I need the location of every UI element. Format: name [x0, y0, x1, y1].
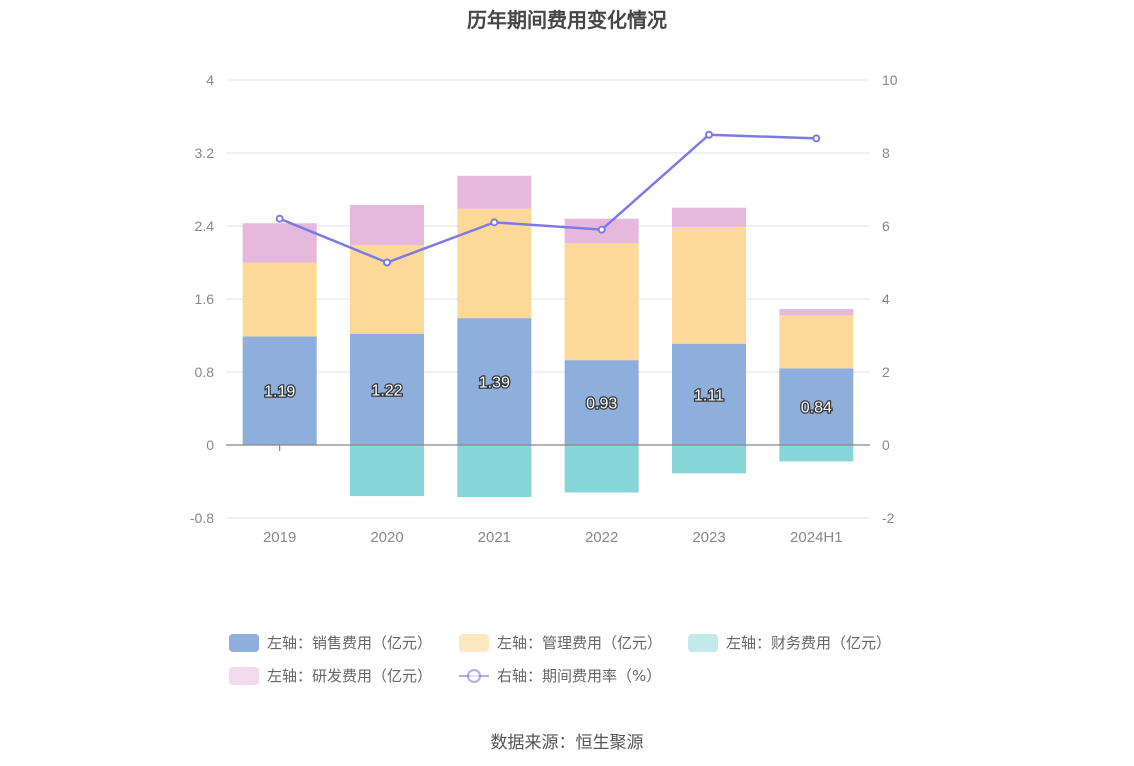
x-tick-label: 2020	[370, 529, 403, 546]
legend-rnd[interactable]: 左轴：研发费用（亿元）	[229, 665, 432, 686]
bar-finance	[564, 445, 639, 493]
left-tick-label: 0.8	[195, 364, 215, 380]
legend-finance[interactable]: 左轴：财务费用（亿元）	[688, 632, 891, 653]
sales-data-label: 1.19	[264, 384, 295, 401]
rate-point	[383, 258, 391, 267]
x-tick-label: 2019	[263, 529, 296, 546]
right-tick-label: 6	[882, 218, 890, 234]
bar-sales	[350, 333, 424, 445]
chart-title: 历年期间费用变化情况	[467, 8, 667, 32]
bar-rnd	[350, 205, 424, 246]
rate-point	[490, 218, 499, 227]
left-tick-label: 3.2	[195, 145, 215, 161]
bar-finance	[350, 445, 424, 497]
rate-point	[705, 130, 713, 139]
legend-rnd-swatch	[229, 666, 259, 685]
legend-finance-label: 左轴：财务费用（亿元）	[726, 634, 892, 652]
axes: -0.8 0 0.8 1.6 2.4 3.2 4 -2 0 2 4 6 8 10 2019 2020 2021 2…	[190, 72, 898, 546]
legend-sales[interactable]: 左轴：销售费用（亿元）	[229, 632, 432, 653]
legend-rnd-label: 左轴：研发费用（亿元）	[267, 667, 433, 685]
data-source: 数据来源：恒生聚源	[490, 733, 644, 753]
data-labels: 1.19 1.22 1.39 0.93 1.11 0.84	[263, 373, 833, 418]
bar-admin	[564, 243, 639, 361]
legend-admin-label: 左轴：管理费用（亿元）	[497, 634, 663, 652]
sales-data-label: 1.39	[479, 375, 510, 392]
chart-canvas: -0.8 0 0.8 1.6 2.4 3.2 4 -2 0 2 4 6 8 10 2019 2020 2021 2…	[190, 72, 898, 546]
left-tick-label: 0	[206, 437, 214, 453]
bar-finance	[779, 445, 854, 462]
legend-rate-label: 右轴：期间费用率（%）	[497, 667, 662, 685]
bar-finance	[457, 445, 532, 498]
bar-rnd	[672, 207, 746, 227]
bar-admin	[779, 315, 854, 369]
bar-sales	[457, 318, 532, 445]
bars	[242, 175, 854, 498]
sales-data-label: 1.22	[371, 382, 402, 399]
sales-data-label: 0.84	[801, 400, 832, 417]
right-tick-label: 0	[882, 437, 890, 453]
right-tick-label: 4	[882, 291, 890, 307]
rate-point	[275, 214, 284, 223]
bar-admin	[242, 262, 317, 337]
legend-admin[interactable]: 左轴：管理费用（亿元）	[459, 632, 662, 653]
bar-rnd	[457, 175, 532, 209]
legend-rate-swatch	[459, 667, 489, 685]
right-tick-label: 10	[882, 72, 898, 88]
x-tick-label: 2022	[585, 529, 618, 546]
left-tick-label: -0.8	[190, 510, 214, 526]
sales-data-label: 1.11	[694, 387, 724, 404]
right-tick-label: 8	[882, 145, 890, 161]
sales-data-label: 0.93	[586, 396, 617, 413]
legend-sales-swatch	[229, 633, 259, 652]
bar-rnd	[779, 309, 854, 316]
x-tick-label: 2021	[478, 529, 511, 546]
rate-line-path	[279, 133, 817, 264]
bar-finance	[672, 445, 746, 474]
x-tick-label: 2024H1	[790, 529, 843, 546]
legend-rate[interactable]: 右轴：期间费用率（%）	[459, 665, 661, 686]
bar-admin	[672, 226, 746, 344]
right-tick-label: 2	[882, 364, 890, 380]
bar-sales	[564, 360, 639, 445]
rate-point	[812, 134, 821, 143]
bar-sales	[672, 343, 746, 445]
x-tick-label: 2023	[692, 529, 725, 546]
left-tick-label: 1.6	[195, 291, 215, 307]
rate-point	[597, 225, 606, 234]
bar-sales	[779, 368, 854, 445]
grid-lines	[226, 79, 870, 519]
legend-finance-swatch	[688, 633, 718, 652]
rate-line	[275, 130, 821, 267]
left-tick-label: 4	[206, 72, 214, 88]
legend-admin-swatch	[459, 633, 489, 652]
left-tick-label: 2.4	[195, 218, 215, 234]
bar-admin	[457, 208, 532, 319]
right-tick-label: -2	[882, 510, 895, 526]
bar-admin	[350, 245, 424, 334]
legend-sales-label: 左轴：销售费用（亿元）	[267, 634, 433, 652]
bar-sales	[242, 336, 317, 445]
